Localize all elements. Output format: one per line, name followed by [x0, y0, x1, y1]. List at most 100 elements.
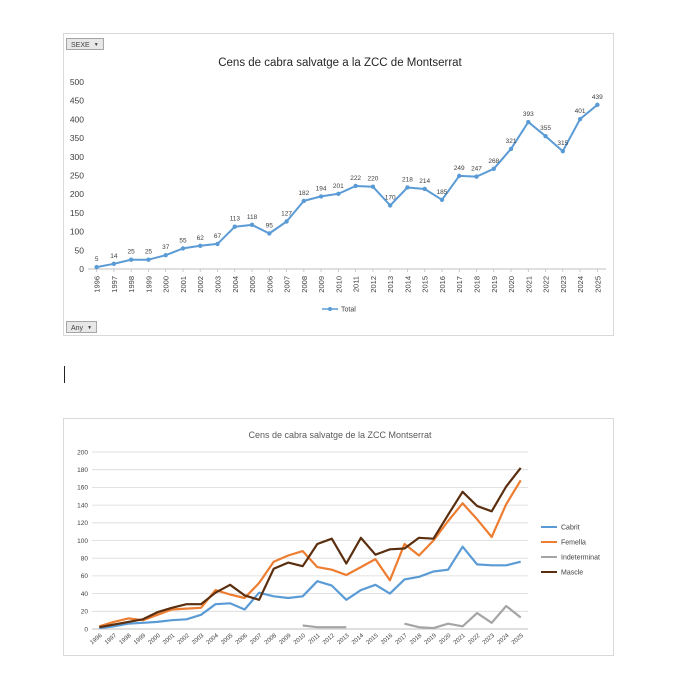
x-tick-label: 2009 — [278, 633, 293, 647]
data-point — [249, 222, 255, 228]
data-label: 25 — [145, 249, 153, 256]
x-tick-label: 2007 — [249, 633, 264, 647]
x-tick-label: 1996 — [89, 633, 104, 647]
y-tick-label: 160 — [77, 485, 88, 492]
legend-label: Indeterminat — [561, 555, 600, 562]
y-tick-label: 20 — [81, 609, 89, 616]
x-tick-label: 2012 — [322, 633, 337, 647]
dropdown-arrow-icon: ▼ — [87, 325, 93, 331]
data-label: 170 — [385, 194, 396, 201]
x-tick-label: 1998 — [127, 276, 136, 293]
legend-label: Femella — [561, 540, 586, 547]
data-point — [422, 186, 427, 192]
data-point — [284, 219, 289, 224]
data-label: 67 — [214, 233, 222, 240]
x-tick-label: 2022 — [542, 276, 551, 293]
x-tick-label: 2010 — [334, 276, 343, 293]
legend-label: Mascle — [561, 570, 583, 577]
data-label: 194 — [316, 185, 327, 192]
data-label: 118 — [247, 214, 258, 221]
y-tick-label: 150 — [70, 208, 84, 218]
data-label: 62 — [197, 235, 205, 242]
x-tick-label: 2002 — [196, 276, 205, 293]
data-label: 201 — [333, 183, 344, 190]
x-tick-label: 2020 — [507, 276, 516, 293]
data-label: 268 — [488, 158, 499, 165]
legend-label: Total — [341, 307, 356, 314]
series-line-mascle — [99, 467, 522, 629]
y-tick-label: 400 — [70, 114, 84, 124]
data-point — [318, 194, 324, 199]
x-tick-label: 1998 — [119, 633, 134, 647]
data-label: 218 — [402, 176, 413, 183]
data-label: 113 — [230, 216, 241, 223]
chart-panel-total: SEXE ▼ Cens de cabra salvatge a la ZCC de… — [63, 33, 614, 336]
x-tick-label: 2002 — [177, 633, 192, 647]
y-tick-label: 40 — [81, 591, 89, 598]
x-tick-label: 1997 — [104, 633, 119, 647]
data-point — [232, 224, 237, 229]
data-label: 393 — [523, 111, 534, 118]
data-point — [336, 191, 341, 197]
data-point — [457, 173, 462, 179]
x-tick-label: 2017 — [395, 633, 410, 647]
text-cursor — [64, 366, 65, 383]
x-tick-label: 2005 — [220, 633, 235, 647]
x-tick-label: 2008 — [264, 633, 279, 647]
y-tick-label: 50 — [75, 245, 85, 255]
x-tick-label: 2011 — [308, 633, 322, 646]
x-tick-label: 1997 — [110, 276, 119, 293]
data-label: 249 — [454, 165, 465, 172]
data-point — [370, 184, 376, 189]
x-tick-label: 1999 — [133, 633, 148, 647]
series-line-cabrit — [99, 545, 521, 630]
data-point — [215, 241, 220, 247]
x-tick-label: 2013 — [386, 276, 395, 293]
data-point — [595, 102, 600, 108]
data-point — [543, 134, 548, 139]
y-tick-label: 0 — [79, 264, 84, 274]
x-tick-label: 2014 — [351, 633, 366, 647]
data-point — [474, 174, 479, 179]
data-label: 185 — [437, 189, 448, 196]
data-point — [560, 148, 566, 154]
dropdown-arrow-icon: ▼ — [93, 42, 99, 48]
x-tick-label: 2018 — [473, 276, 482, 293]
x-tick-label: 2015 — [421, 276, 430, 293]
x-tick-label: 2021 — [453, 633, 468, 647]
x-tick-label: 2018 — [409, 633, 424, 647]
data-point — [439, 197, 445, 203]
x-tick-label: 2016 — [380, 633, 395, 647]
y-tick-label: 100 — [70, 227, 84, 237]
any-filter-button[interactable]: Any ▼ — [66, 321, 98, 333]
data-point — [508, 146, 514, 152]
y-tick-label: 0 — [84, 626, 88, 633]
x-tick-label: 2025 — [511, 633, 526, 647]
sex-line-chart: Cens de cabra salvatge de la ZCC Montser… — [77, 430, 600, 647]
x-tick-label: 2025 — [593, 276, 602, 293]
any-filter-label: Any — [71, 324, 84, 332]
data-point — [128, 257, 134, 262]
data-label: 214 — [419, 178, 430, 185]
x-tick-label: 2004 — [231, 276, 240, 293]
y-tick-label: 60 — [81, 573, 89, 580]
data-label: 401 — [575, 108, 586, 115]
x-tick-label: 2020 — [438, 633, 453, 647]
data-label: 220 — [367, 176, 378, 183]
sexe-filter-button[interactable]: SEXE ▼ — [66, 38, 104, 50]
data-point — [198, 243, 203, 249]
x-tick-label: 2003 — [214, 276, 223, 293]
data-label: 37 — [162, 244, 170, 251]
x-tick-label: 1996 — [93, 276, 102, 293]
data-label: 222 — [350, 175, 361, 182]
y-tick-label: 450 — [70, 96, 84, 106]
data-point — [163, 252, 168, 258]
x-tick-label: 2004 — [206, 633, 221, 647]
x-tick-label: 2015 — [366, 633, 381, 647]
sexe-filter-label: SEXE — [71, 41, 90, 49]
data-label: 247 — [471, 166, 482, 173]
series-line-femella — [98, 479, 522, 628]
data-point — [353, 183, 358, 189]
data-point — [301, 198, 307, 204]
x-tick-label: 2024 — [496, 633, 511, 647]
